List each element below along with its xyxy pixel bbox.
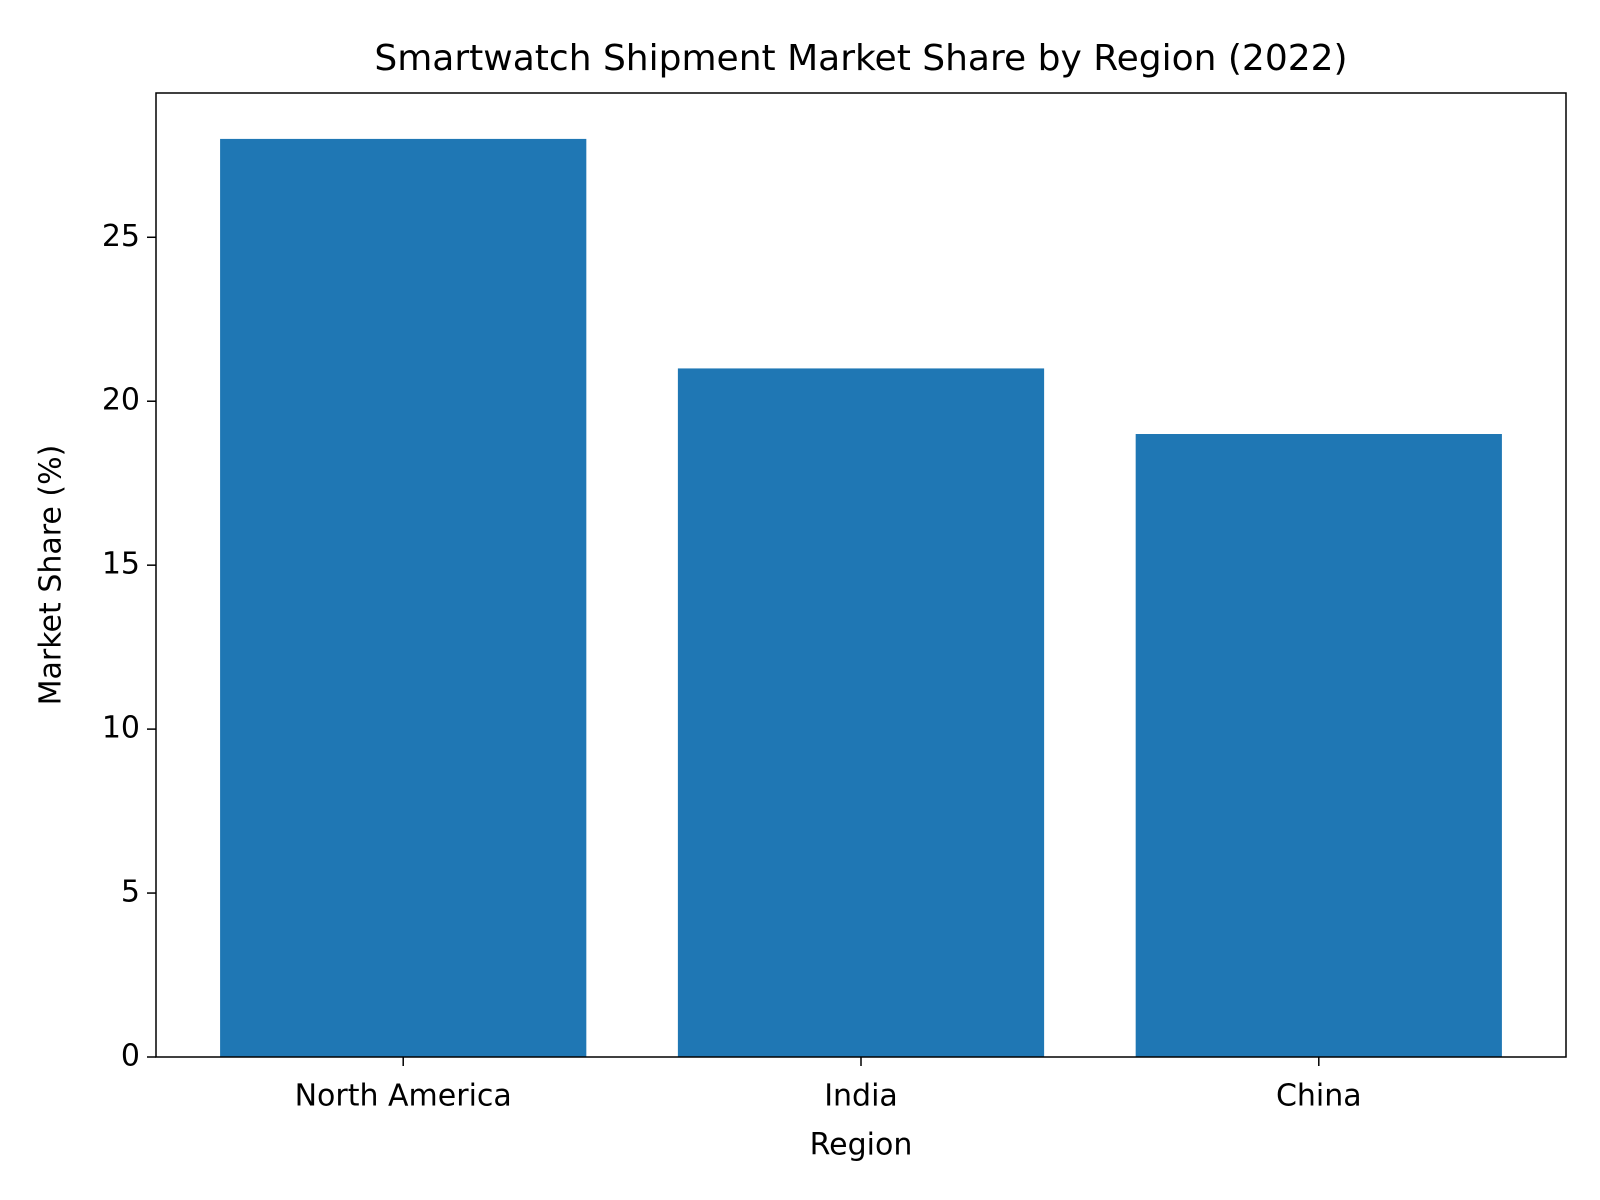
y-tick-label: 15 <box>102 547 140 582</box>
x-tick-label: India <box>824 1079 898 1114</box>
y-tick-label: 20 <box>102 383 140 418</box>
x-axis-label: Region <box>810 1128 913 1163</box>
y-tick-label: 25 <box>102 219 140 254</box>
y-tick-label: 0 <box>121 1039 140 1074</box>
bar <box>1135 434 1502 1057</box>
y-tick-label: 5 <box>121 875 140 910</box>
y-tick-label: 10 <box>102 711 140 746</box>
x-tick-label: North America <box>295 1079 512 1114</box>
y-axis-label: Market Share (%) <box>34 445 69 706</box>
x-tick-label: China <box>1276 1079 1362 1114</box>
plot-frame <box>155 92 1567 1058</box>
bar <box>677 368 1045 1057</box>
bar <box>220 138 587 1057</box>
chart-title: Smartwatch Shipment Market Share by Regi… <box>374 38 1347 79</box>
